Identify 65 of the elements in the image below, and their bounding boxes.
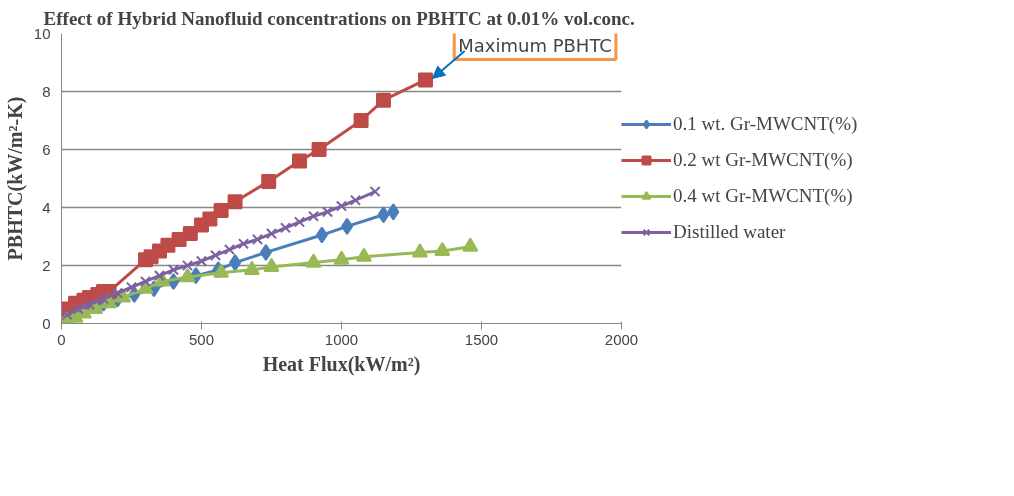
point [195, 255, 208, 267]
point [387, 203, 400, 221]
x-tick-label: 1500 [464, 330, 499, 348]
point [97, 293, 110, 305]
x-tick-label: 2000 [604, 330, 639, 348]
point [167, 264, 180, 276]
point [237, 238, 250, 250]
point [376, 92, 391, 108]
point [179, 268, 196, 283]
point [279, 222, 292, 234]
point [227, 194, 243, 210]
point [139, 275, 152, 288]
legend-label: 0.1 wt. Gr-MWCNT(%) [673, 113, 858, 135]
y-tick-label: 8 [42, 82, 51, 100]
point [462, 237, 479, 252]
point [263, 257, 280, 272]
point [353, 113, 369, 128]
point [305, 253, 322, 268]
x-axis-title: Heat Flux(kW/m²) [262, 352, 421, 376]
point [349, 194, 362, 206]
point [434, 241, 451, 257]
point [321, 206, 334, 218]
point [251, 233, 264, 245]
point [293, 216, 306, 228]
point [341, 217, 354, 235]
point [311, 142, 327, 157]
point [411, 243, 428, 258]
point [355, 247, 372, 262]
point [259, 243, 272, 261]
point [261, 173, 277, 189]
point [307, 210, 320, 222]
y-axis-title: PBHTC(kW/m²-K) [3, 96, 27, 261]
point [213, 202, 229, 218]
point [265, 228, 278, 240]
point [418, 72, 433, 88]
legend-label: 0.4 wt Gr-MWCNT(%) [673, 185, 853, 207]
x-tick-label: 500 [188, 330, 215, 348]
point [229, 254, 242, 272]
point [213, 263, 230, 278]
annotation: Maximum PBHTC [458, 34, 612, 56]
point [315, 226, 328, 244]
point [125, 281, 138, 293]
point [209, 249, 222, 261]
point [153, 270, 166, 282]
y-tick-label: 6 [42, 140, 51, 158]
x-tick-label: 1000 [324, 330, 359, 348]
point [202, 211, 218, 227]
point [335, 200, 348, 212]
point [292, 153, 307, 169]
point [223, 243, 236, 256]
point [181, 259, 194, 272]
point [83, 299, 96, 311]
point [182, 226, 198, 242]
point [369, 185, 381, 198]
y-tick-label: 0 [42, 314, 51, 332]
y-tick-label: 4 [42, 198, 51, 216]
point [377, 206, 390, 224]
legend-label: 0.2 wt Gr-MWCNT(%) [673, 149, 853, 171]
point [111, 287, 124, 299]
x-tick-label: 0 [57, 330, 66, 348]
y-tick-label: 2 [42, 256, 51, 274]
point [333, 250, 350, 265]
point [72, 303, 84, 315]
legend-label: Distilled water [673, 221, 786, 243]
point [243, 260, 260, 275]
